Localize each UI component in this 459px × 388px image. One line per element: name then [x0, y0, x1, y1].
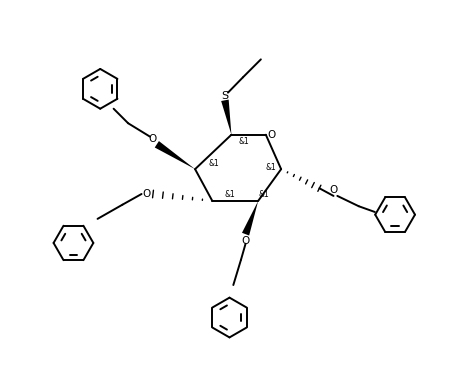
Text: O: O — [267, 130, 275, 140]
Text: S: S — [221, 91, 229, 101]
Text: &1: &1 — [224, 190, 235, 199]
Text: &1: &1 — [265, 163, 276, 172]
Polygon shape — [242, 201, 258, 236]
Polygon shape — [155, 141, 195, 169]
Text: O: O — [148, 133, 157, 144]
Text: &1: &1 — [259, 190, 270, 199]
Polygon shape — [221, 100, 231, 135]
Text: O: O — [241, 236, 250, 246]
Text: O: O — [330, 185, 338, 195]
Text: &1: &1 — [238, 137, 249, 146]
Text: &1: &1 — [208, 159, 219, 168]
Text: O: O — [142, 189, 150, 199]
